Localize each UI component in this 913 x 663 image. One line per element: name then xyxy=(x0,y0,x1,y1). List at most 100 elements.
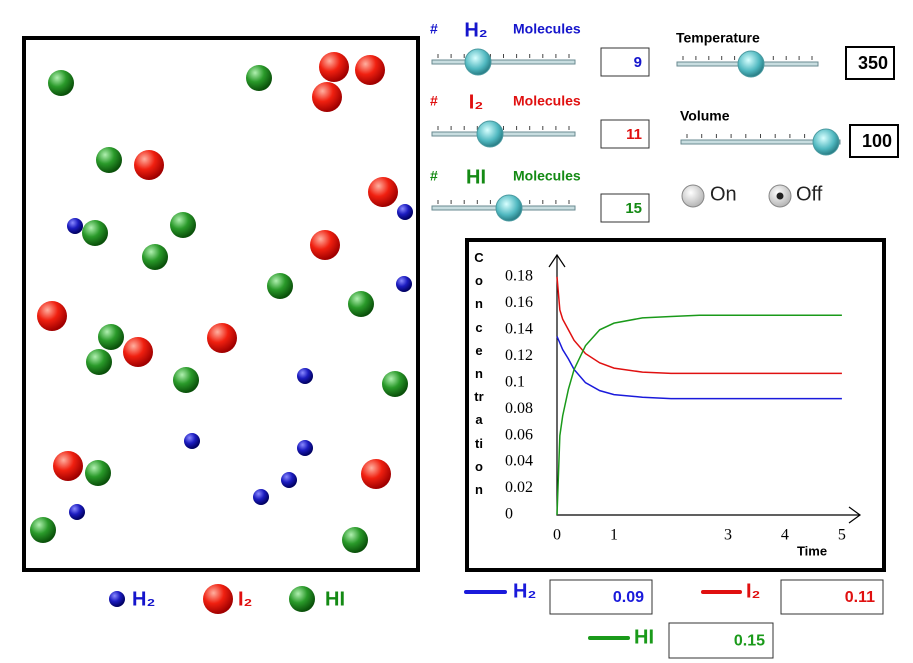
radio-dot xyxy=(776,192,784,200)
i2-molecule xyxy=(319,52,349,82)
hi-molecule xyxy=(267,273,293,299)
readout-box xyxy=(668,622,774,659)
hi-molecule xyxy=(246,65,272,91)
readout-value: 0.15 xyxy=(734,633,765,650)
hi-molecule xyxy=(348,291,374,317)
count-value: 15 xyxy=(625,200,642,217)
hi-molecule xyxy=(86,349,112,375)
legend-label: H₂ xyxy=(513,580,536,602)
hi-molecule xyxy=(30,517,56,543)
slider-thumb[interactable] xyxy=(464,48,492,76)
i2-molecule xyxy=(368,177,398,207)
y-tick-label: 0.18 xyxy=(505,268,533,285)
temperature-value: 350 xyxy=(858,53,888,73)
volume-value: 100 xyxy=(862,131,892,151)
x-tick-label: 0 xyxy=(553,527,561,544)
i2-molecule xyxy=(53,451,83,481)
i2-molecule xyxy=(361,459,391,489)
hi-molecule xyxy=(85,460,111,486)
series-line xyxy=(556,314,842,516)
i2-molecule xyxy=(37,301,67,331)
box-legend-label: I₂ xyxy=(238,588,252,610)
x-tick-label: 3 xyxy=(724,527,732,544)
chart-panel xyxy=(465,238,886,572)
legend-molecule xyxy=(109,591,125,607)
h2-molecule xyxy=(253,489,269,505)
readout-value: 0.11 xyxy=(845,589,875,606)
h2-molecule xyxy=(297,368,313,384)
count-value: 11 xyxy=(626,126,642,143)
unit-label: Molecules xyxy=(513,21,581,37)
h2-molecule xyxy=(397,204,413,220)
h2-molecule xyxy=(396,276,412,292)
hi-molecule xyxy=(98,324,124,350)
hi-molecule xyxy=(48,70,74,96)
hi-molecule xyxy=(173,367,199,393)
slider-thumb[interactable] xyxy=(476,120,504,148)
i2-molecule xyxy=(123,337,153,367)
legend-label: HI xyxy=(634,626,654,648)
unit-label: Molecules xyxy=(513,168,581,184)
series-line xyxy=(556,336,842,400)
slider-track[interactable] xyxy=(431,59,576,65)
temperature-label: Temperature xyxy=(676,30,760,46)
value-box xyxy=(845,46,895,80)
y-tick-label: 0.02 xyxy=(505,479,533,496)
formula: H₂ xyxy=(464,19,487,41)
h2-molecule xyxy=(69,504,85,520)
i2-molecule xyxy=(207,323,237,353)
y-axis-label: Concentration xyxy=(474,250,484,498)
hash: # xyxy=(430,168,438,184)
unit-label: Molecules xyxy=(513,93,581,109)
y-tick-label: 0.1 xyxy=(505,373,525,390)
volume-label: Volume xyxy=(680,108,730,124)
legend-molecule xyxy=(289,586,315,612)
value-box xyxy=(600,119,650,149)
hash: # xyxy=(430,93,438,109)
x-axis-label: Time xyxy=(797,543,827,558)
value-box xyxy=(849,124,899,158)
y-tick-label: 0.14 xyxy=(505,320,533,337)
i2-molecule xyxy=(355,55,385,85)
radio-label[interactable]: Off xyxy=(796,183,823,205)
readout-box xyxy=(549,579,653,615)
h2-molecule xyxy=(67,218,83,234)
hi-molecule xyxy=(142,244,168,270)
slider-thumb[interactable] xyxy=(495,194,523,222)
value-box xyxy=(600,47,650,77)
radio-button[interactable] xyxy=(681,184,705,208)
readout-value: 0.09 xyxy=(613,589,644,606)
formula: I₂ xyxy=(469,91,483,113)
value-box xyxy=(600,193,650,223)
hi-molecule xyxy=(82,220,108,246)
y-tick-label: 0.12 xyxy=(505,347,533,364)
reaction-box xyxy=(22,36,420,572)
temperature-thumb[interactable] xyxy=(737,50,765,78)
series-line xyxy=(556,276,842,375)
hi-molecule xyxy=(96,147,122,173)
volume-thumb[interactable] xyxy=(812,128,840,156)
y-tick-label: 0.04 xyxy=(505,453,533,470)
h2-molecule xyxy=(281,472,297,488)
y-tick-label: 0.08 xyxy=(505,400,533,417)
legend-label: I₂ xyxy=(746,580,760,602)
y-tick-label: 0 xyxy=(505,506,513,523)
i2-molecule xyxy=(134,150,164,180)
hi-molecule xyxy=(342,527,368,553)
hi-molecule xyxy=(170,212,196,238)
arrow xyxy=(548,253,862,524)
slider-track[interactable] xyxy=(680,139,841,145)
legend-molecule xyxy=(203,584,233,614)
i2-molecule xyxy=(310,230,340,260)
y-tick-label: 0.16 xyxy=(505,294,533,311)
x-tick-label: 4 xyxy=(781,527,789,544)
readout-box xyxy=(780,579,884,615)
box-legend-label: H₂ xyxy=(132,588,155,610)
h2-molecule xyxy=(184,433,200,449)
radio-label[interactable]: On xyxy=(710,183,737,205)
h2-molecule xyxy=(297,440,313,456)
formula: HI xyxy=(466,166,486,188)
x-tick-label: 1 xyxy=(610,527,618,544)
